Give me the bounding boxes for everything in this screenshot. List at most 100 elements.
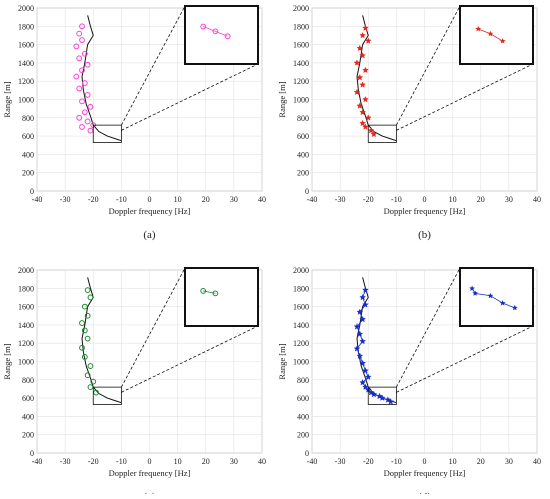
data-point [362, 301, 369, 308]
data-point [87, 384, 94, 391]
y-tick-label: 1400 [293, 321, 309, 330]
x-axis-label: Doppler frequency [Hz] [109, 206, 191, 216]
data-point [356, 73, 364, 81]
data-point [362, 95, 369, 103]
data-point [79, 124, 85, 130]
data-point [79, 37, 85, 43]
y-tick-label: 600 [297, 394, 309, 403]
data-point [73, 43, 80, 50]
data-point [356, 102, 364, 109]
zoom-series-line [203, 26, 228, 37]
data-point [79, 320, 85, 326]
zoom-data-point [487, 292, 494, 299]
x-tick-label: -30 [335, 195, 346, 204]
data-point [367, 389, 375, 396]
zoom-data-point [200, 23, 207, 30]
data-point [87, 103, 94, 110]
data-point [359, 52, 367, 59]
y-axis-label: Range [m] [2, 343, 12, 379]
zoom-data-point [224, 33, 231, 40]
zoom-connector-line [121, 267, 186, 388]
data-point [84, 335, 91, 342]
x-tick-label: 10 [174, 195, 182, 204]
y-tick-label: 0 [30, 187, 34, 196]
x-tick-label: 10 [449, 457, 457, 466]
data-point [81, 50, 88, 57]
data-point [359, 81, 367, 88]
zoom-region-box [367, 386, 397, 405]
data-point [87, 127, 94, 134]
y-tick-label: 800 [22, 376, 34, 385]
x-tick-label: -40 [307, 457, 318, 466]
x-tick-label: 10 [174, 457, 182, 466]
data-point [84, 287, 91, 294]
data-point [364, 37, 372, 44]
data-point [79, 67, 85, 74]
data-point [81, 80, 88, 86]
y-tick-label: 1400 [18, 59, 34, 68]
data-point [356, 352, 364, 359]
data-point [364, 373, 372, 380]
y-tick-label: 0 [305, 187, 309, 196]
x-tick-label: -30 [60, 195, 71, 204]
y-tick-label: 400 [297, 412, 309, 421]
zoom-inset-frame [459, 5, 534, 65]
x-tick-label: -20 [88, 195, 99, 204]
data-point [79, 23, 85, 30]
data-point [353, 323, 361, 330]
y-tick-label: 2000 [18, 4, 34, 13]
data-point [81, 327, 88, 334]
data-point [353, 59, 361, 66]
data-point [73, 73, 80, 80]
y-tick-label: 1000 [18, 96, 34, 105]
x-tick-label: 40 [533, 457, 541, 466]
data-point [87, 294, 94, 301]
data-point [79, 98, 85, 105]
data-point [359, 359, 367, 367]
y-tick-label: 2000 [293, 266, 309, 275]
y-tick-label: 1600 [18, 41, 34, 50]
y-tick-label: 0 [30, 449, 34, 458]
data-point [84, 372, 91, 379]
x-axis-label: Doppler frequency [Hz] [384, 468, 466, 478]
chart-panel-a: -40 -30 -20 -10 0 10 20 30 400200400600800100012… [2, 4, 266, 241]
data-point [84, 61, 91, 68]
data-point [364, 114, 372, 121]
y-tick-label: 1400 [18, 321, 34, 330]
x-tick-label: -20 [88, 457, 99, 466]
zoom-connector-line [396, 63, 534, 131]
x-tick-label: 30 [505, 195, 513, 204]
chart-panel-b: -40 -30 -20 -10 0 10 20 30 400200400600800100012… [277, 4, 541, 241]
x-tick-label: 10 [449, 195, 457, 204]
data-point [356, 308, 364, 315]
zoom-region-box [367, 124, 397, 143]
zoom-data-point [475, 25, 482, 32]
data-point [367, 127, 375, 134]
data-point [362, 286, 369, 294]
y-tick-label: 400 [22, 150, 34, 159]
y-tick-label: 1000 [293, 358, 309, 367]
x-tick-label: 30 [505, 457, 513, 466]
y-tick-label: 1800 [293, 284, 309, 293]
x-tick-label: 30 [230, 457, 238, 466]
y-tick-label: 200 [22, 431, 34, 440]
x-tick-label: 20 [202, 457, 210, 466]
x-tick-label: -30 [60, 457, 71, 466]
data-point [76, 30, 83, 37]
data-point [359, 378, 367, 386]
data-point [387, 398, 395, 405]
zoom-connector-line [121, 63, 259, 131]
data-point [76, 85, 83, 92]
zoom-data-point [212, 290, 219, 297]
y-tick-label: 1800 [18, 284, 34, 293]
data-point [81, 109, 88, 116]
panel-caption: (a) [143, 229, 156, 241]
zoom-region-box [92, 124, 122, 143]
x-tick-label: -40 [307, 195, 318, 204]
data-point [79, 344, 85, 351]
x-tick-label: -10 [116, 457, 127, 466]
x-axis-label: Doppler frequency [Hz] [109, 468, 191, 478]
x-tick-label: -40 [32, 457, 43, 466]
data-point [359, 315, 367, 323]
y-tick-label: 600 [22, 394, 34, 403]
